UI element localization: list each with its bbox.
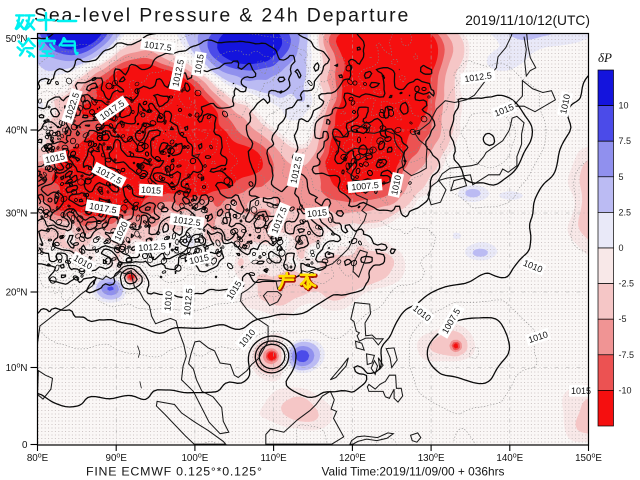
svg-text:1015: 1015 — [44, 151, 66, 165]
svg-text:δP: δP — [598, 50, 612, 65]
svg-text:30oN: 30oN — [6, 208, 28, 220]
svg-text:1012.5: 1012.5 — [173, 214, 202, 228]
svg-text:0: 0 — [22, 440, 28, 451]
svg-text:1010: 1010 — [162, 291, 174, 312]
svg-text:-2.5: -2.5 — [619, 279, 635, 289]
svg-text:80oE: 80oE — [27, 453, 49, 465]
svg-text:1017.5: 1017.5 — [144, 39, 173, 53]
svg-text:120oE: 120oE — [339, 453, 366, 465]
svg-text:150oE: 150oE — [575, 453, 602, 465]
svg-text:1017.5: 1017.5 — [89, 201, 118, 216]
svg-text:Valid Time:2019/11/09/00 + 036: Valid Time:2019/11/09/00 + 036hrs — [322, 465, 505, 479]
svg-text:1015: 1015 — [188, 252, 210, 266]
svg-text:1010: 1010 — [558, 93, 572, 115]
svg-text:2019/11/10/12(UTC): 2019/11/10/12(UTC) — [465, 13, 590, 28]
svg-text:-7.5: -7.5 — [619, 350, 635, 360]
svg-text:110oE: 110oE — [261, 453, 288, 465]
svg-text:1015: 1015 — [141, 185, 162, 196]
svg-text:1007.5: 1007.5 — [351, 180, 379, 192]
svg-text:Sea-level Pressure & 24h Depar: Sea-level Pressure & 24h Departure — [34, 5, 410, 27]
svg-text:130oE: 130oE — [418, 453, 445, 465]
svg-text:7.5: 7.5 — [619, 136, 632, 146]
svg-text:1012.5: 1012.5 — [464, 70, 493, 84]
svg-text:1015: 1015 — [571, 386, 591, 396]
svg-text:10: 10 — [619, 101, 629, 111]
svg-text:50oN: 50oN — [6, 34, 28, 46]
svg-text:-5: -5 — [619, 314, 627, 324]
svg-text:5: 5 — [619, 172, 624, 182]
svg-text:FINE ECMWF 0.125°*0.125°: FINE ECMWF 0.125°*0.125° — [86, 465, 263, 479]
svg-text:40oN: 40oN — [6, 125, 28, 137]
svg-text:2.5: 2.5 — [619, 207, 632, 217]
svg-text:90oE: 90oE — [106, 453, 128, 465]
svg-text:140oE: 140oE — [496, 453, 523, 465]
svg-text:-10: -10 — [619, 385, 632, 395]
svg-text:1015: 1015 — [193, 53, 206, 74]
svg-text:1012.5: 1012.5 — [138, 241, 166, 253]
svg-text:1012.5: 1012.5 — [182, 288, 194, 316]
svg-text:1015: 1015 — [307, 207, 328, 219]
svg-text:20oN: 20oN — [6, 287, 28, 299]
svg-text:1010: 1010 — [389, 174, 403, 196]
svg-text:10oN: 10oN — [6, 363, 28, 375]
svg-text:0: 0 — [619, 243, 624, 253]
svg-text:100oE: 100oE — [181, 453, 208, 465]
